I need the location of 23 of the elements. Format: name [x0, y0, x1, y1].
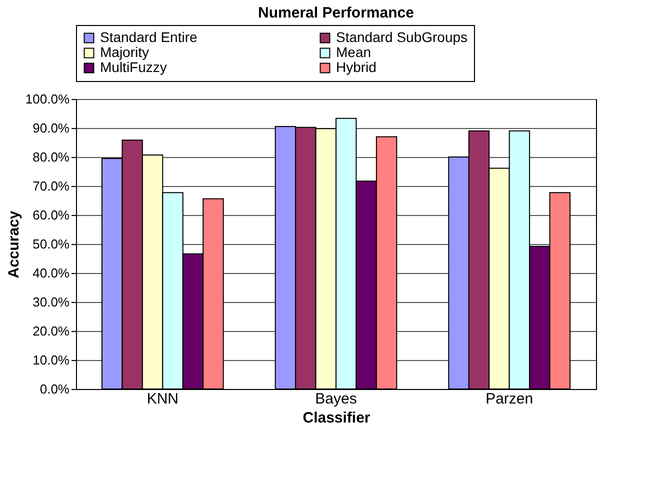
y-tick-label: 30.0%	[32, 294, 70, 310]
legend-label: Standard Entire	[100, 29, 198, 45]
legend-label: Standard SubGroups	[336, 29, 468, 45]
chart-title: Numeral Performance	[258, 4, 414, 22]
y-tick-label: 50.0%	[32, 236, 70, 252]
y-tick-label: 0.0%	[40, 382, 70, 396]
y-tick-label: 70.0%	[32, 178, 70, 194]
legend-label: Hybrid	[336, 59, 376, 75]
y-tick-label: 60.0%	[32, 208, 70, 222]
y-tick-label: 40.0%	[32, 266, 70, 280]
y-tick-label: 80.0%	[32, 150, 70, 164]
y-tick-label: 90.0%	[32, 120, 70, 136]
y-axis-title: Accuracy	[5, 210, 22, 278]
legend-label: Mean	[336, 44, 372, 60]
x-tick-label: Parzen	[486, 390, 534, 408]
y-tick-label: 10.0%	[32, 352, 70, 368]
legend-label: Majority	[100, 44, 150, 60]
x-tick-label: Bayes	[315, 390, 357, 408]
y-tick-label: 100.0%	[25, 92, 70, 106]
y-tick-label: 20.0%	[32, 324, 70, 338]
x-tick-label: KNN	[146, 390, 179, 408]
legend-label: MultiFuzzy	[100, 59, 167, 75]
x-axis-title: Classifier	[302, 410, 370, 426]
